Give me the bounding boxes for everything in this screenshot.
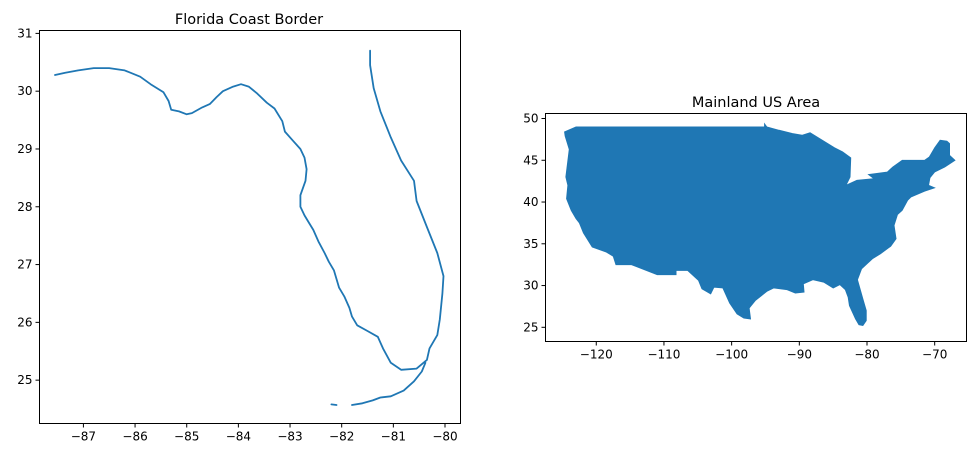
florida-x-tick-label: −82 [329,430,354,444]
florida-x-tick-label: −85 [174,430,199,444]
mainland-x-axis: −120 −110 −100 −90 −80 −70 [580,342,948,362]
florida-x-tick-label: −81 [381,430,406,444]
mainland-y-tick-label: 30 [523,279,538,293]
florida-axes-frame [40,31,461,424]
mainland-y-tick-label: 40 [523,195,538,209]
florida-y-tick-label: 31 [17,26,32,40]
florida-series-0 [55,51,444,370]
florida-x-tick-label: −84 [226,430,251,444]
florida-y-tick-label: 25 [17,373,32,387]
florida-y-axis: 25 26 27 28 29 30 31 [17,26,39,387]
mainland-x-tick-label: −120 [580,348,613,362]
mainland-x-tick-label: −100 [715,348,748,362]
florida-series-2 [331,404,336,405]
mainland-x-tick-label: −110 [647,348,680,362]
florida-x-tick-label: −86 [122,430,147,444]
florida-x-tick-label: −87 [71,430,96,444]
mainland-plot-area [565,124,956,326]
mainland-x-tick-label: −80 [854,348,879,362]
mainland-y-tick-label: 35 [523,237,538,251]
florida-coast-panel: Florida Coast Border −87 −86 −85 −84 −83 −82−… [17,12,460,444]
florida-x-axis: −87 −86 −85 −84 −83 −82 −81 −80 [71,424,458,444]
florida-plot-area [55,51,444,405]
mainland-chart-title: Mainland US Area [692,95,820,111]
mainland-y-tick-label: 50 [523,112,538,126]
mainland-y-axis: 25 30 35 40 45 50 [523,112,545,335]
florida-chart-title: Florida Coast Border [175,12,323,28]
florida-y-tick-label: 26 [17,315,32,329]
florida-x-tick-label: −80 [432,430,457,444]
mainland-us-panel: Mainland US Area −120 −110 −100 −90 −80 −70 2… [523,95,966,362]
mainland-x-tick-label: −90 [787,348,812,362]
florida-y-tick-label: 28 [17,200,32,214]
florida-y-tick-label: 27 [17,258,32,272]
florida-y-tick-label: 30 [17,84,32,98]
florida-y-tick-label: 29 [17,142,32,156]
mainland-x-tick-label: −70 [922,348,947,362]
mainland-series-0 [565,124,956,326]
mainland-y-tick-label: 25 [523,320,538,334]
mainland-y-tick-label: 45 [523,153,538,167]
florida-x-tick-label: −83 [277,430,302,444]
